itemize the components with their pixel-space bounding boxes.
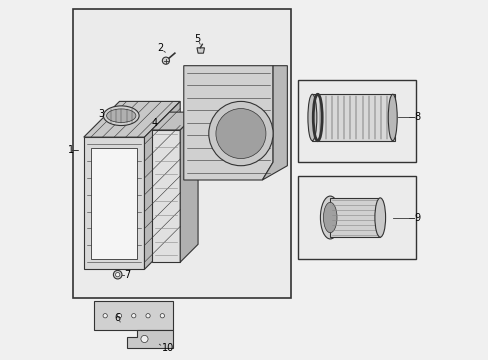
Polygon shape — [91, 148, 137, 258]
Polygon shape — [262, 66, 287, 180]
Circle shape — [162, 57, 169, 64]
Bar — [73, 9, 290, 298]
Polygon shape — [183, 66, 272, 180]
Circle shape — [115, 273, 120, 277]
Polygon shape — [329, 198, 380, 237]
Polygon shape — [312, 94, 394, 141]
Text: 5: 5 — [194, 34, 201, 44]
Circle shape — [103, 314, 107, 318]
Ellipse shape — [103, 106, 139, 126]
Ellipse shape — [323, 202, 336, 233]
Ellipse shape — [320, 196, 339, 239]
Text: 10: 10 — [162, 343, 174, 353]
Polygon shape — [151, 130, 180, 262]
Circle shape — [131, 314, 136, 318]
Polygon shape — [126, 330, 173, 348]
Ellipse shape — [106, 109, 136, 122]
Text: 7: 7 — [123, 270, 130, 280]
Polygon shape — [83, 102, 180, 137]
Circle shape — [141, 336, 148, 342]
Polygon shape — [94, 301, 173, 330]
Polygon shape — [197, 48, 204, 53]
Circle shape — [216, 109, 265, 158]
Polygon shape — [151, 112, 198, 130]
Text: 4: 4 — [151, 118, 158, 128]
Text: 9: 9 — [413, 212, 420, 222]
Circle shape — [117, 314, 122, 318]
Text: 3: 3 — [98, 109, 104, 119]
Circle shape — [145, 314, 150, 318]
Circle shape — [113, 270, 122, 279]
Ellipse shape — [374, 198, 385, 237]
Ellipse shape — [307, 94, 316, 141]
Polygon shape — [83, 137, 144, 269]
Text: 1: 1 — [67, 145, 74, 155]
Ellipse shape — [387, 94, 396, 141]
Text: 2: 2 — [157, 43, 163, 53]
Circle shape — [160, 314, 164, 318]
Text: 6: 6 — [114, 312, 120, 323]
Circle shape — [208, 102, 272, 166]
Bar — [298, 80, 415, 162]
Polygon shape — [180, 112, 198, 262]
Polygon shape — [144, 102, 180, 269]
Text: 8: 8 — [413, 112, 420, 122]
Bar — [298, 176, 415, 258]
